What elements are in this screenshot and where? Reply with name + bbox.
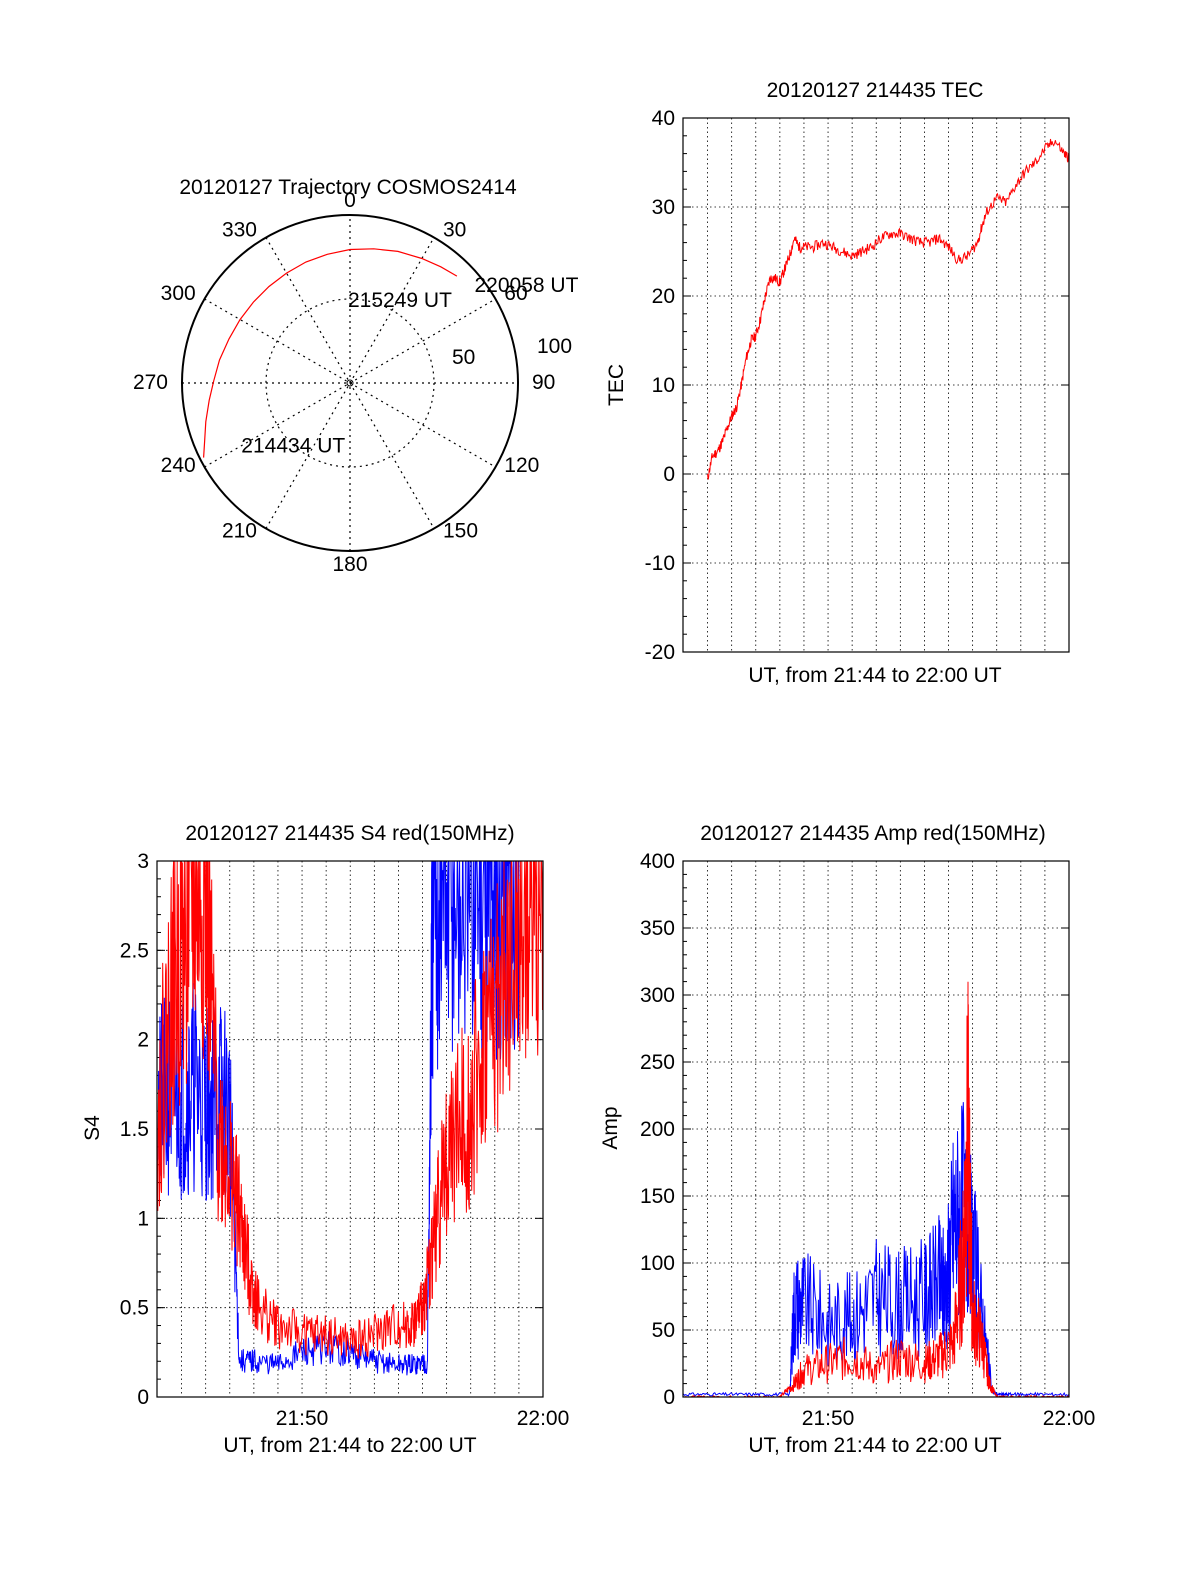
polar-grid (182, 215, 518, 551)
amp-title: 20120127 214435 Amp red(150MHz) (700, 822, 1046, 845)
data-series-line (707, 138, 1069, 480)
y-tick-label: 10 (652, 374, 675, 397)
azimuth-label: 60 (504, 282, 527, 305)
azimuth-label: 210 (222, 519, 257, 542)
trajectory-annotation: 220058 UT (475, 274, 579, 297)
s4-xlabel: UT, from 21:44 to 22:00 UT (223, 1434, 476, 1457)
s4-plot: 20120127 214435 S4 red(150MHz) UT, from … (81, 822, 569, 1457)
y-tick-label: 1 (137, 1207, 149, 1230)
tec-title: 20120127 214435 TEC (767, 79, 984, 102)
y-tick-label: 50 (652, 1319, 675, 1342)
azimuth-label: 180 (332, 553, 367, 576)
tec-plot: 20120127 214435 TEC UT, from 21:44 to 22… (605, 79, 1070, 687)
y-tick-label: 100 (640, 1252, 675, 1275)
y-tick-label: 20 (652, 285, 675, 308)
trajectory-annotations: 220058 UT 215249 UT 214434 UT (241, 274, 578, 457)
y-tick-label: 350 (640, 917, 675, 940)
y-tick-label: 300 (640, 984, 675, 1007)
plot-frame (682, 117, 1070, 653)
y-tick-label: -20 (645, 641, 675, 664)
y-tick-label: 0 (663, 1386, 675, 1409)
tec-xlabel: UT, from 21:44 to 22:00 UT (748, 664, 1001, 687)
polar-outer-ring (181, 214, 519, 552)
azimuth-label: 300 (161, 282, 196, 305)
y-tick-label: 40 (652, 107, 675, 130)
azimuth-label: 330 (222, 219, 257, 242)
y-tick-label: 3 (137, 850, 149, 873)
y-tick-label: 150 (640, 1185, 675, 1208)
tec-ylabel: TEC (605, 364, 628, 406)
x-tick-label: 22:00 (1043, 1407, 1096, 1430)
polar-center (346, 379, 354, 387)
amp-xlabel: UT, from 21:44 to 22:00 UT (748, 1434, 1001, 1457)
azimuth-label: 270 (133, 371, 168, 394)
y-tick-label: 0 (137, 1386, 149, 1409)
y-tick-label: 0.5 (120, 1297, 149, 1320)
y-tick-label: 250 (640, 1051, 675, 1074)
azimuth-label: 120 (504, 454, 539, 477)
amp-ylabel: Amp (599, 1106, 622, 1149)
trajectory-annotation: 215249 UT (348, 289, 452, 312)
plot-frame (156, 860, 544, 1398)
azimuth-label: 150 (443, 519, 478, 542)
y-tick-label: 1.5 (120, 1118, 149, 1141)
azimuth-labels: 0 30 60 90 120 150 180 210 240 270 300 330 (133, 189, 555, 576)
polar-title: 20120127 Trajectory COSMOS2414 (179, 176, 517, 199)
y-tick-label: 200 (640, 1118, 675, 1141)
azimuth-label: 240 (161, 454, 196, 477)
plot-frame (682, 860, 1070, 1398)
s4-ylabel: S4 (81, 1115, 104, 1141)
elevation-ring-label: 50 (452, 346, 475, 369)
data-series-line (683, 981, 1069, 1397)
polar-trajectory-plot: 20120127 Trajectory COSMOS2414 0 30 60 90 12… (133, 176, 579, 576)
y-tick-label: 0 (663, 463, 675, 486)
satellite-trajectory (203, 248, 458, 458)
elevation-ring-labels: 50 100 (452, 335, 572, 369)
azimuth-spoke (265, 237, 435, 529)
y-tick-label: 400 (640, 850, 675, 873)
x-tick-label: 21:50 (276, 1407, 329, 1430)
x-tick-label: 22:00 (517, 1407, 570, 1430)
azimuth-label: 90 (532, 371, 555, 394)
y-tick-label: 30 (652, 196, 675, 219)
trajectory-annotation: 214434 UT (241, 435, 345, 458)
y-tick-label: 2 (137, 1029, 149, 1052)
x-tick-label: 21:50 (802, 1407, 855, 1430)
amp-plot: 20120127 214435 Amp red(150MHz) UT, from… (599, 822, 1095, 1457)
y-tick-label: -10 (645, 552, 675, 575)
s4-title: 20120127 214435 S4 red(150MHz) (185, 822, 514, 845)
y-tick-label: 2.5 (120, 939, 149, 962)
azimuth-label: 0 (344, 189, 356, 212)
elevation-ring-label: 100 (537, 335, 572, 358)
azimuth-label: 30 (443, 219, 466, 242)
